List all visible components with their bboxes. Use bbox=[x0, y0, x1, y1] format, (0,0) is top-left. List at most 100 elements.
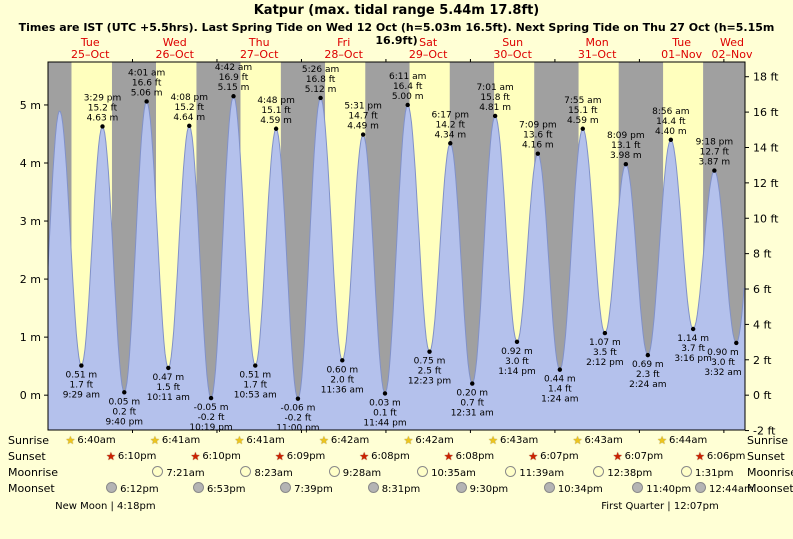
tide-annotation: 2:12 pm bbox=[586, 358, 624, 368]
tide-annotation: -0.06 m bbox=[280, 404, 315, 414]
sunset-row-label-right: Sunset bbox=[747, 450, 785, 463]
tide-annotation: 9:29 am bbox=[63, 391, 100, 401]
sunset-entry: ★ 6:06pm bbox=[695, 450, 745, 464]
page-title: Katpur (max. tidal range 5.44m 17.8ft) bbox=[253, 3, 540, 18]
tide-extreme-dot bbox=[448, 141, 453, 146]
tide-annotation: 3:29 pm bbox=[84, 93, 122, 103]
moon-phase-label: First Quarter | 12:07pm bbox=[601, 501, 719, 512]
tide-extreme-dot bbox=[79, 363, 84, 368]
tide-annotation: 4.40 m bbox=[655, 127, 687, 137]
moonset-row-label-right: Moonset bbox=[747, 482, 793, 495]
tide-extreme-dot bbox=[645, 352, 651, 358]
tide-annotation: 12:23 pm bbox=[408, 377, 451, 387]
tide-extreme-dot bbox=[231, 94, 236, 99]
day-label: 29–Oct bbox=[409, 48, 448, 61]
tide-annotation: 6:17 pm bbox=[432, 110, 470, 120]
tide-annotation: 3:32 am bbox=[704, 368, 741, 378]
sunrise-star-icon: ★ bbox=[488, 434, 498, 447]
day-label: Tue bbox=[671, 36, 691, 49]
y-axis-label-left: 5 m bbox=[20, 99, 41, 112]
sunrise-star-icon: ★ bbox=[657, 434, 667, 447]
tide-annotation: 9:40 pm bbox=[106, 417, 144, 427]
page-subtitle: Times are IST (UTC +5.5hrs). Last Spring… bbox=[18, 21, 775, 47]
sunrise-star-icon: ★ bbox=[319, 434, 329, 447]
moonrise-icon bbox=[417, 466, 429, 477]
moonrise-entry: 1:31pm bbox=[680, 466, 734, 480]
moonset-time: 6:53pm bbox=[206, 484, 246, 495]
sunset-star-icon: ★ bbox=[274, 450, 285, 463]
sunset-star-icon: ★ bbox=[612, 450, 623, 463]
tide-annotation: -0.2 ft bbox=[198, 413, 225, 423]
sunset-entry: ★ 6:08pm bbox=[359, 450, 409, 464]
y-axis-label-right: 2 ft bbox=[753, 354, 772, 367]
moonset-entry: 12:44am bbox=[695, 482, 754, 496]
day-label: 28–Oct bbox=[324, 48, 363, 61]
y-axis-label-right: 14 ft bbox=[753, 141, 779, 154]
sunset-time: 6:10pm bbox=[117, 451, 157, 462]
tide-annotation: 1:24 am bbox=[541, 395, 578, 405]
tide-annotation: 1.07 m bbox=[589, 338, 621, 348]
sunrise-entry: ★ 6:42am bbox=[319, 434, 369, 448]
tide-annotation: 0.2 ft bbox=[112, 407, 136, 417]
tide-annotation: 3:16 pm bbox=[674, 354, 712, 364]
tide-extreme-dot bbox=[623, 161, 629, 167]
sunrise-time: 6:42am bbox=[330, 435, 370, 446]
tide-annotation: 16.6 ft bbox=[132, 78, 162, 88]
sunrise-entry: ★ 6:41am bbox=[234, 434, 284, 448]
moonrise-time: 12:38pm bbox=[607, 468, 653, 479]
moonrise-entry: 9:28am bbox=[328, 466, 381, 480]
tide-annotation: 0.75 m bbox=[414, 357, 446, 367]
day-label: Tue bbox=[80, 36, 100, 49]
moonset-row-label-left: Moonset bbox=[8, 482, 55, 495]
tide-extreme-dot bbox=[340, 358, 345, 363]
day-label: 25–Oct bbox=[71, 48, 110, 61]
tide-annotation: 5:31 pm bbox=[344, 102, 382, 112]
moonrise-entry: 8:23am bbox=[240, 466, 293, 480]
y-axis-label-right: 8 ft bbox=[753, 248, 772, 261]
tide-extreme-dot bbox=[382, 391, 388, 396]
tide-annotation: 15.2 ft bbox=[175, 103, 205, 113]
tide-annotation: 0.51 m bbox=[239, 371, 271, 381]
tide-annotation: 2.3 ft bbox=[636, 370, 660, 380]
tide-extreme-dot bbox=[734, 340, 739, 346]
tide-extreme-dot bbox=[514, 339, 520, 344]
y-axis-label-right: 18 ft bbox=[753, 71, 779, 84]
sunset-star-icon: ★ bbox=[528, 450, 539, 463]
moonrise-icon bbox=[328, 466, 340, 477]
tide-extreme-dot bbox=[712, 168, 717, 173]
tide-extreme-dot bbox=[187, 123, 192, 129]
moonrise-icon bbox=[680, 466, 692, 477]
sunrise-row-label-left: Sunrise bbox=[8, 434, 50, 447]
day-label: 26–Oct bbox=[155, 48, 194, 61]
tide-annotation: 10:19 pm bbox=[189, 423, 232, 433]
moonrise-icon bbox=[505, 466, 517, 477]
tide-extreme-dot bbox=[166, 365, 171, 371]
sunrise-entry: ★ 6:40am bbox=[65, 434, 115, 448]
tide-annotation: 0.47 m bbox=[152, 373, 184, 383]
tide-extreme-dot bbox=[668, 137, 674, 142]
tide-annotation: 2:24 am bbox=[629, 380, 666, 390]
day-label: 30–Oct bbox=[493, 48, 532, 61]
sunset-row-label-left: Sunset bbox=[8, 450, 46, 463]
tide-annotation: 8:56 am bbox=[652, 107, 689, 117]
tide-annotation: 4.64 m bbox=[173, 113, 205, 123]
tide-annotation: 12:31 am bbox=[451, 409, 494, 419]
moonset-time: 12:44am bbox=[709, 484, 754, 495]
tide-annotation: 14.7 ft bbox=[348, 112, 378, 122]
moonrise-entry: 12:38pm bbox=[593, 466, 652, 480]
tide-extreme-dot bbox=[427, 349, 432, 354]
y-axis-label-right: 10 ft bbox=[753, 212, 779, 225]
tide-extreme-dot bbox=[470, 381, 475, 386]
tide-annotation: -0.2 ft bbox=[284, 414, 311, 424]
tide-annotation: 1.7 ft bbox=[70, 381, 94, 391]
moonrise-entry: 10:35am bbox=[417, 466, 476, 480]
day-label: Sun bbox=[502, 36, 523, 49]
tide-annotation: 0.90 m bbox=[707, 348, 739, 358]
sunrise-entry: ★ 6:43am bbox=[573, 434, 623, 448]
tide-annotation: 1.5 ft bbox=[156, 383, 180, 393]
tide-annotation: 3.87 m bbox=[699, 158, 731, 168]
tide-annotation: 5.06 m bbox=[131, 88, 163, 98]
sunset-time: 6:07pm bbox=[540, 451, 579, 462]
tide-extreme-dot bbox=[144, 99, 149, 104]
tide-annotation: 4:08 pm bbox=[170, 93, 208, 103]
